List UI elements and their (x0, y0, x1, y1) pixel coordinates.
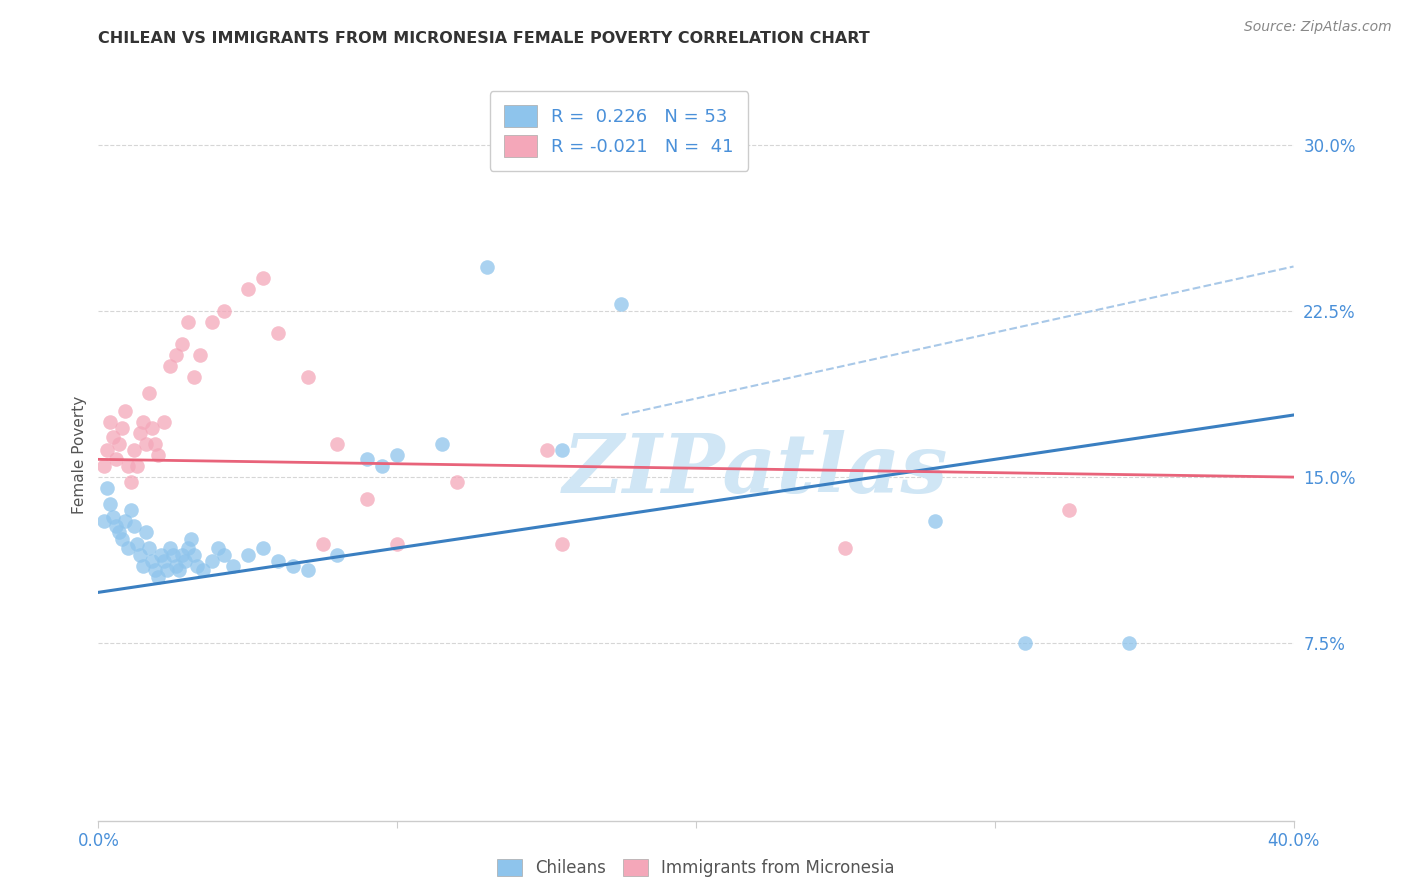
Point (311, 536, 333, 550)
Point (177, 541, 200, 555)
Point (108, 525, 131, 540)
Point (281, 558, 304, 573)
Point (550, 536, 572, 550)
Point (143, 563, 166, 577)
Point (120, 503, 142, 517)
Point (108, 437, 131, 451)
Point (356, 452, 378, 467)
Point (135, 525, 157, 540)
Point (143, 437, 166, 451)
Point (385, 536, 409, 550)
Point (236, 548, 259, 562)
Point (172, 337, 194, 351)
Point (430, 437, 453, 451)
Point (105, 452, 128, 467)
Point (156, 563, 179, 577)
Point (98, 497, 122, 511)
Point (297, 563, 319, 577)
Point (111, 532, 134, 546)
Point (159, 541, 181, 555)
Point (1014, 636, 1036, 650)
Point (103, 510, 125, 524)
Point (138, 541, 160, 555)
Point (172, 548, 194, 562)
Point (183, 370, 205, 384)
Point (150, 548, 173, 562)
Legend: Chileans, Immigrants from Micronesia: Chileans, Immigrants from Micronesia (489, 851, 903, 886)
Point (124, 443, 146, 458)
Point (141, 421, 163, 435)
Point (177, 315, 200, 329)
Point (96, 481, 118, 495)
Point (188, 348, 211, 362)
Point (475, 260, 498, 274)
Point (252, 541, 274, 555)
Point (111, 421, 134, 435)
Point (96, 443, 118, 458)
Point (153, 554, 176, 568)
Point (153, 415, 176, 429)
Point (183, 548, 205, 562)
Point (924, 515, 946, 529)
Point (212, 303, 235, 318)
Point (93, 515, 115, 529)
Y-axis label: Female Poverty: Female Poverty (72, 396, 87, 514)
Point (326, 437, 349, 451)
Point (103, 430, 125, 444)
Point (148, 448, 170, 462)
Point (159, 359, 181, 374)
Point (93, 458, 115, 473)
Point (120, 475, 142, 489)
Point (201, 554, 224, 568)
Point (252, 270, 274, 285)
Point (167, 563, 190, 577)
Text: Source: ZipAtlas.com: Source: ZipAtlas.com (1244, 20, 1392, 34)
Point (129, 425, 152, 440)
Point (105, 519, 128, 533)
Point (148, 570, 170, 584)
Point (236, 282, 259, 296)
Point (201, 315, 224, 329)
Point (385, 448, 409, 462)
Point (117, 541, 139, 555)
Point (207, 541, 229, 555)
Point (129, 548, 152, 562)
Point (1118, 636, 1140, 650)
Point (98, 415, 122, 429)
Point (550, 443, 572, 458)
Point (135, 437, 157, 451)
Point (610, 297, 633, 311)
Text: CHILEAN VS IMMIGRANTS FROM MICRONESIA FEMALE POVERTY CORRELATION CHART: CHILEAN VS IMMIGRANTS FROM MICRONESIA FE… (98, 31, 870, 46)
Point (180, 532, 202, 546)
Point (834, 541, 856, 555)
Text: ZIPatlas: ZIPatlas (562, 430, 949, 509)
Point (1059, 503, 1081, 517)
Point (127, 458, 149, 473)
Point (165, 348, 187, 362)
Point (132, 415, 155, 429)
Point (141, 554, 163, 568)
Point (212, 548, 235, 562)
Point (165, 558, 187, 573)
Point (114, 515, 136, 529)
Point (191, 563, 214, 577)
Point (174, 554, 197, 568)
Point (446, 475, 468, 489)
Point (267, 554, 290, 568)
Point (536, 443, 558, 458)
Point (267, 326, 290, 340)
Point (114, 403, 136, 417)
Point (222, 558, 245, 573)
Point (297, 370, 319, 384)
Point (186, 558, 208, 573)
Point (132, 558, 155, 573)
Point (326, 548, 349, 562)
Point (138, 385, 160, 400)
Point (371, 458, 394, 473)
Point (117, 458, 139, 473)
Point (127, 536, 149, 550)
Point (356, 492, 378, 507)
Point (124, 519, 146, 533)
Point (162, 548, 184, 562)
